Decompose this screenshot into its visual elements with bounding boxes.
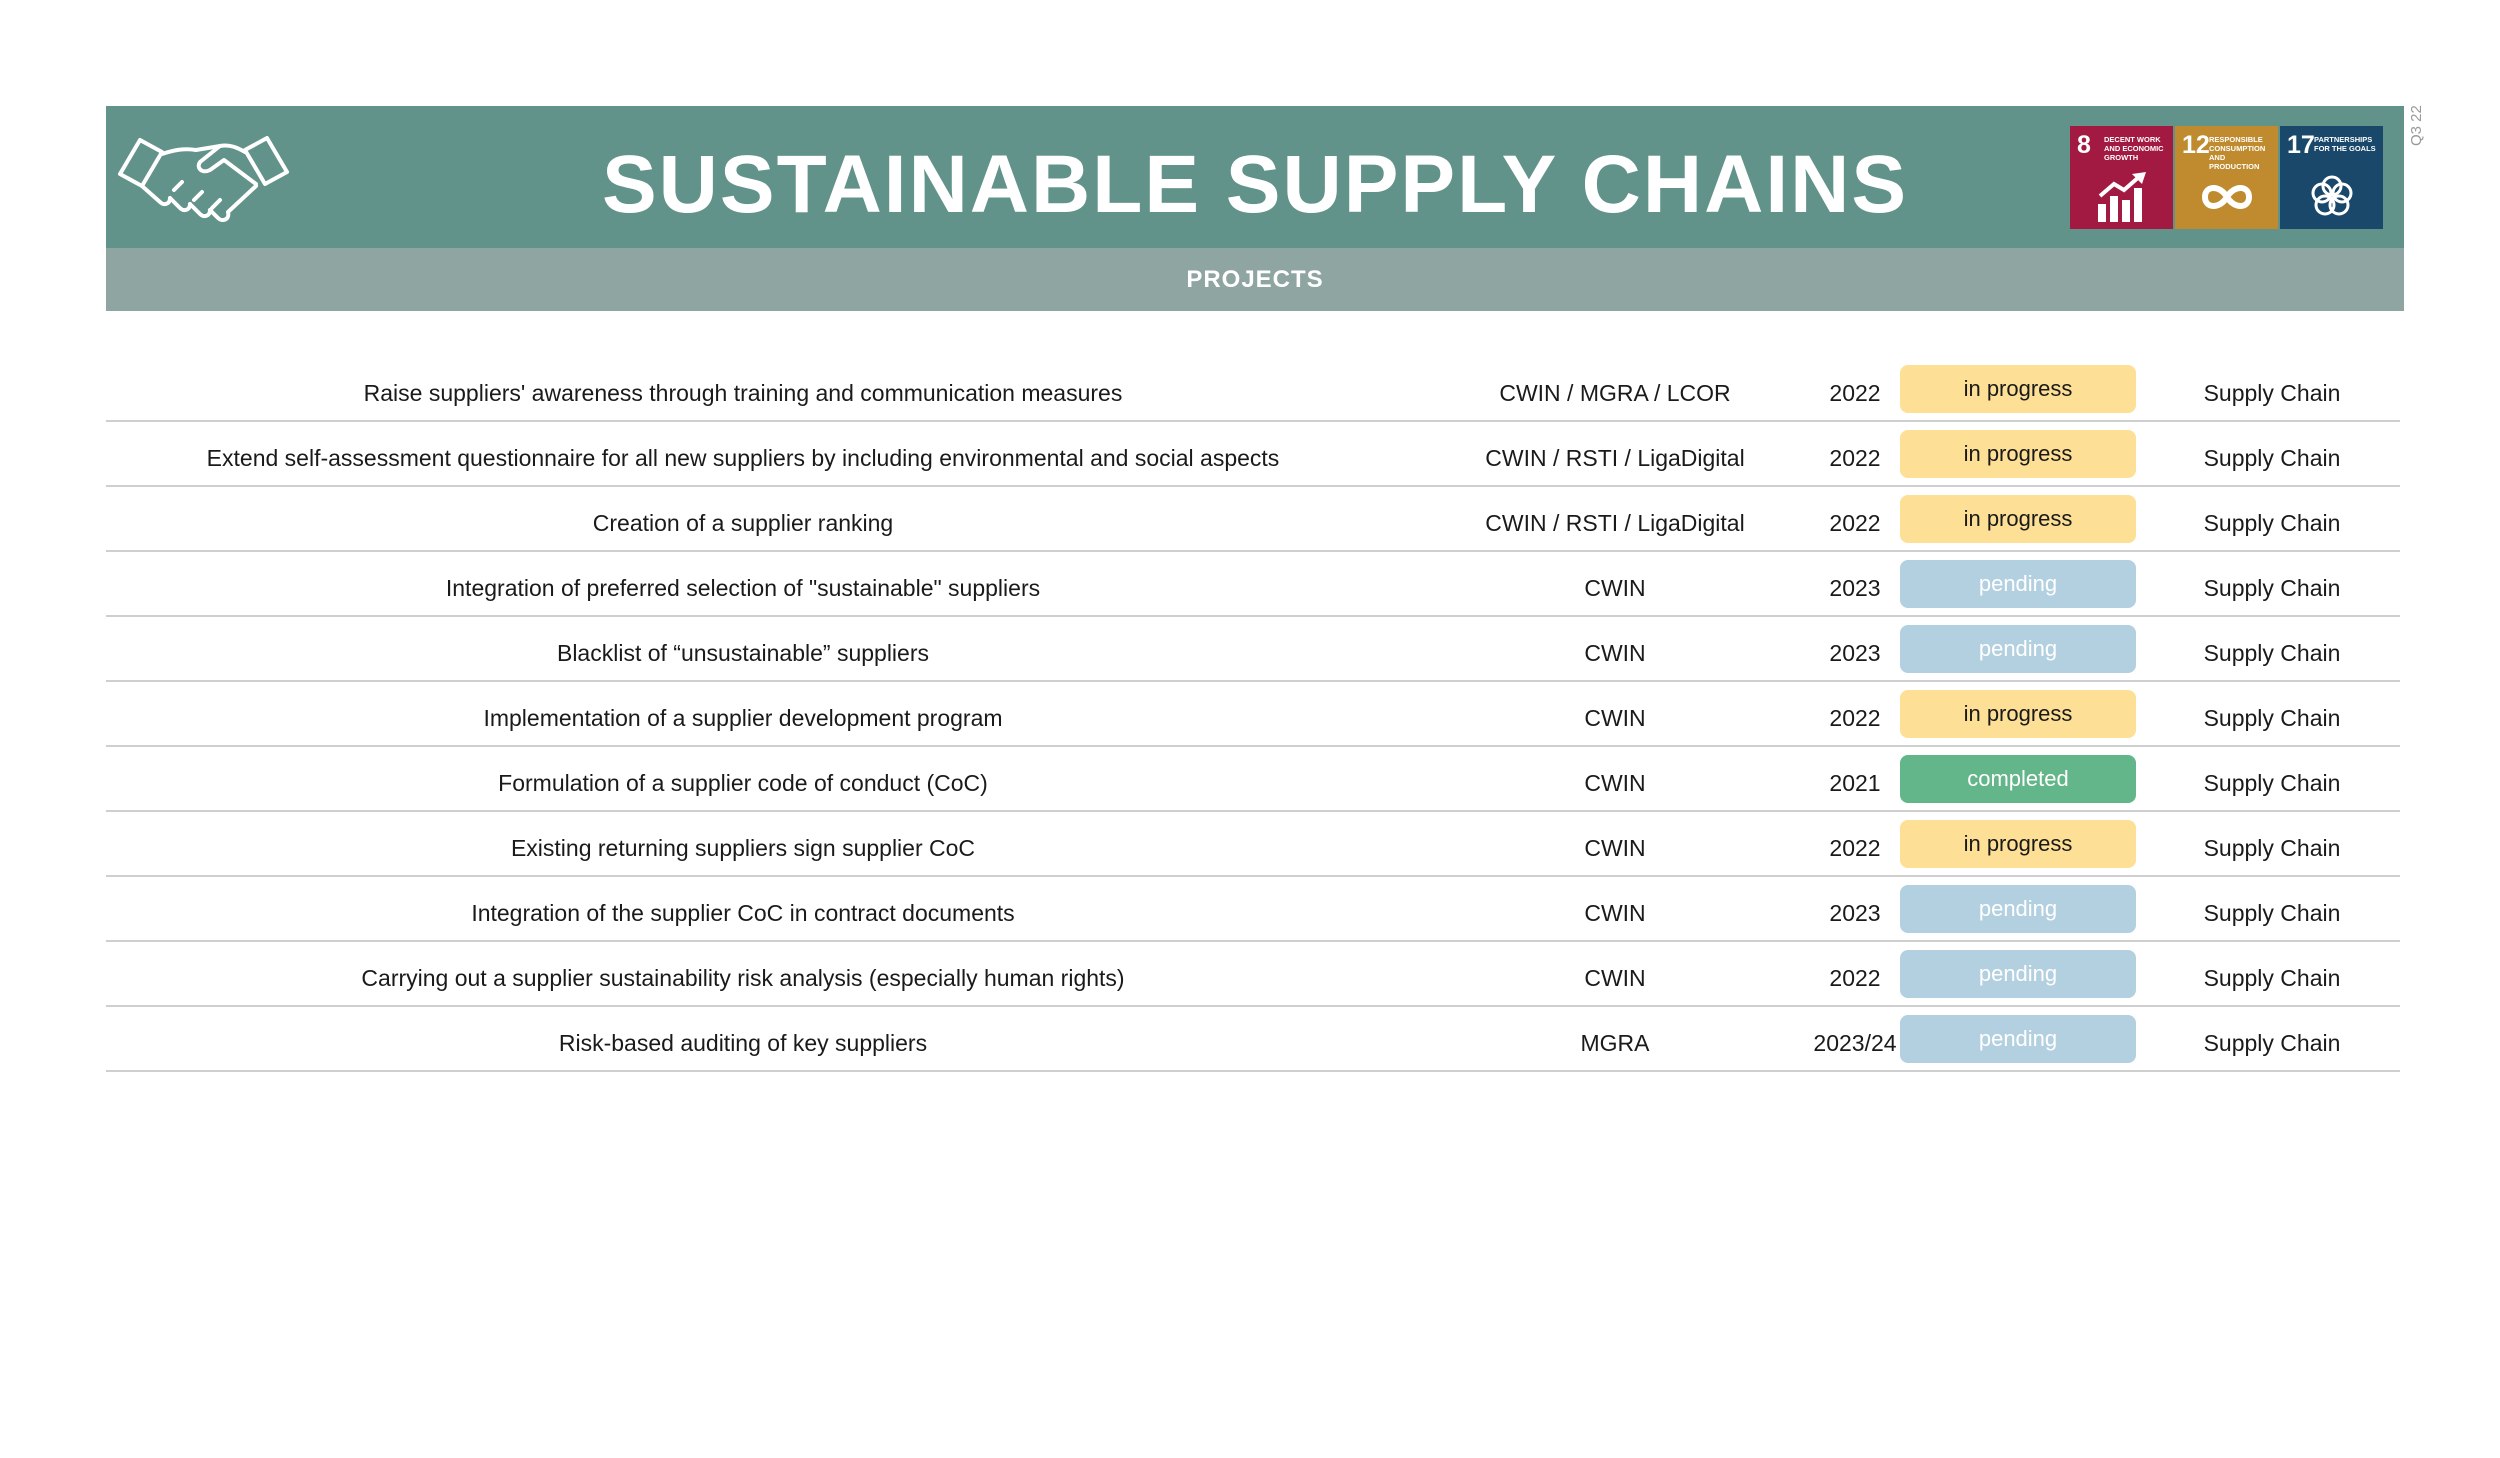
- responsible-party: CWIN / MGRA / LCOR: [1499, 380, 1731, 406]
- project-name: Extend self-assessment questionnaire for…: [206, 445, 1280, 471]
- sdg-number: 12: [2182, 131, 2210, 159]
- target-year: 2023/24: [1813, 1030, 1897, 1056]
- table-row: Blacklist of “unsustainable” suppliers CW…: [106, 617, 2400, 682]
- project-name: Blacklist of “unsustainable” suppliers: [556, 640, 929, 666]
- project-name: Raise suppliers' awareness through train…: [363, 380, 1123, 406]
- target-year: 2023: [1829, 640, 1881, 666]
- table-row: Risk-based auditing of key suppliers MGRA…: [106, 1007, 2400, 1072]
- status-badge: in progress: [1900, 495, 2136, 543]
- page-title: SUSTAINABLE SUPPLY CHAINS: [601, 139, 1909, 230]
- status-badge: pending: [1900, 560, 2136, 608]
- table-row: Formulation of a supplier code of conduc…: [106, 747, 2400, 812]
- responsible-party: CWIN: [1584, 900, 1646, 926]
- sdg-12-badge: 12 Responsible consumption and productio…: [2175, 126, 2278, 229]
- responsible-party: CWIN / RSTI / LigaDigital: [1485, 510, 1745, 536]
- status-badge: in progress: [1900, 365, 2136, 413]
- target-year: 2021: [1829, 770, 1881, 796]
- department: Supply Chain: [2203, 445, 2341, 471]
- project-name: Integration of the supplier CoC in contr…: [471, 900, 1015, 926]
- responsible-party: CWIN: [1584, 705, 1646, 731]
- responsible-party: MGRA: [1580, 1030, 1650, 1056]
- target-year: 2022: [1829, 445, 1881, 471]
- project-name: Formulation of a supplier code of conduc…: [498, 770, 988, 796]
- department: Supply Chain: [2203, 1030, 2341, 1056]
- department: Supply Chain: [2203, 965, 2341, 991]
- responsible-party: CWIN: [1584, 835, 1646, 861]
- sdg-number: 8: [2077, 131, 2091, 159]
- target-year: 2022: [1829, 380, 1881, 406]
- status-badge: pending: [1900, 625, 2136, 673]
- department: Supply Chain: [2203, 900, 2341, 926]
- table-row: Integration of the supplier CoC in contr…: [106, 877, 2400, 942]
- project-name: Existing returning suppliers sign suppli…: [510, 835, 976, 861]
- project-name: Creation of a supplier ranking: [592, 510, 894, 536]
- target-year: 2022: [1829, 510, 1881, 536]
- department: Supply Chain: [2203, 510, 2341, 536]
- responsible-party: CWIN: [1584, 575, 1646, 601]
- project-name: Implementation of a supplier development…: [483, 705, 1003, 731]
- sdg-17-badge: 17 Partnerships for the goals: [2280, 126, 2383, 229]
- status-badge: in progress: [1900, 430, 2136, 478]
- target-year: 2022: [1829, 835, 1881, 861]
- header-banner: SUSTAINABLE SUPPLY CHAINS 8 Decent work …: [106, 106, 2404, 248]
- department: Supply Chain: [2203, 380, 2341, 406]
- status-badge: pending: [1900, 885, 2136, 933]
- target-year: 2022: [1829, 705, 1881, 731]
- department: Supply Chain: [2203, 640, 2341, 666]
- section-header: PROJECTS: [106, 248, 2404, 311]
- infinity-icon: [2201, 185, 2253, 209]
- table-row: Raise suppliers' awareness through train…: [106, 357, 2400, 422]
- sdg-label: Responsible consumption and production: [2209, 135, 2266, 171]
- projects-table: Raise suppliers' awareness through train…: [106, 357, 2400, 1072]
- handshake-icon: [118, 136, 289, 222]
- project-name: Carrying out a supplier sustainability r…: [361, 965, 1125, 991]
- status-badge: pending: [1900, 950, 2136, 998]
- table-row: Creation of a supplier ranking CWIN / RST…: [106, 487, 2400, 552]
- table-row: Implementation of a supplier development…: [106, 682, 2400, 747]
- sdg-number: 17: [2287, 131, 2315, 159]
- department: Supply Chain: [2203, 835, 2341, 861]
- flower-ring-icon: [2311, 175, 2353, 216]
- target-year: 2023: [1829, 575, 1881, 601]
- target-year: 2022: [1829, 965, 1881, 991]
- table-row: Existing returning suppliers sign suppli…: [106, 812, 2400, 877]
- target-year: 2023: [1829, 900, 1881, 926]
- responsible-party: CWIN / RSTI / LigaDigital: [1485, 445, 1745, 471]
- project-name: Integration of preferred selection of "s…: [445, 575, 1041, 601]
- sdg-label: Partnerships for the goals: [2314, 135, 2376, 153]
- department: Supply Chain: [2203, 575, 2341, 601]
- department: Supply Chain: [2203, 705, 2341, 731]
- status-badge: in progress: [1900, 820, 2136, 868]
- version-label: Q3 22: [2408, 105, 2425, 147]
- table-row: Carrying out a supplier sustainability r…: [106, 942, 2400, 1007]
- sdg-label: Decent work and economic growth: [2104, 135, 2164, 162]
- project-name: Risk-based auditing of key suppliers: [558, 1030, 928, 1056]
- status-badge: completed: [1900, 755, 2136, 803]
- status-badge: pending: [1900, 1015, 2136, 1063]
- growth-chart-icon: [2098, 172, 2146, 222]
- responsible-party: CWIN: [1584, 640, 1646, 666]
- department: Supply Chain: [2203, 770, 2341, 796]
- status-badge: in progress: [1900, 690, 2136, 738]
- table-row: Integration of preferred selection of "s…: [106, 552, 2400, 617]
- table-row: Extend self-assessment questionnaire for…: [106, 422, 2400, 487]
- responsible-party: CWIN: [1584, 770, 1646, 796]
- responsible-party: CWIN: [1584, 965, 1646, 991]
- sdg-8-badge: 8 Decent work and economic growth: [2070, 126, 2173, 229]
